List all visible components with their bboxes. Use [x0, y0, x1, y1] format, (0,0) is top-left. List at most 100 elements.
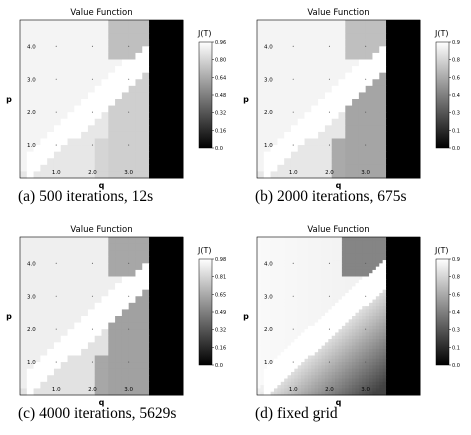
heatmap-cell: [365, 283, 370, 287]
heatmap-cell: [169, 92, 177, 100]
heatmap-cell: [335, 388, 339, 393]
heatmap-cell: [375, 286, 380, 291]
heatmap-cell: [413, 283, 418, 287]
heatmap-cell: [121, 52, 130, 60]
heatmap-cell: [406, 243, 411, 248]
y-tick-label: 3.0: [27, 77, 36, 83]
heatmap-cell: [409, 269, 414, 274]
heatmap-cell: [135, 355, 143, 363]
heatmap-cell: [304, 79, 312, 87]
heatmap-cell: [348, 269, 353, 274]
heatmap-cell: [328, 319, 333, 324]
heatmap-cell: [87, 342, 96, 350]
heatmap-cell: [273, 325, 278, 330]
heatmap-cell: [280, 289, 285, 294]
heatmap-cell: [176, 283, 184, 291]
heatmap-cell: [294, 391, 299, 396]
heatmap-cell: [280, 266, 285, 271]
plot-frame: [256, 19, 421, 179]
heatmap-cell: [284, 145, 292, 153]
heatmap-cell: [273, 332, 278, 337]
heatmap-cell: [294, 358, 299, 363]
heatmap-cell: [277, 299, 282, 304]
heatmap-cell: [416, 322, 421, 327]
y-axis-label: p: [243, 312, 249, 321]
heatmap-cell: [358, 306, 363, 310]
heatmap-cell: [149, 151, 157, 159]
heatmap-cell: [379, 309, 384, 314]
heatmap-cell: [270, 309, 275, 314]
heatmap-cell: [396, 243, 401, 248]
heatmap-cell: [297, 362, 302, 366]
heatmap-cell: [379, 286, 384, 291]
heatmap-cell: [294, 286, 299, 291]
heatmap-cell: [301, 355, 306, 360]
heatmap-cell: [372, 263, 377, 268]
heatmap-cell: [149, 309, 157, 317]
heatmap-cell: [67, 329, 75, 337]
heatmap-cell: [257, 253, 261, 258]
heatmap-cell: [301, 289, 306, 294]
heatmap-cell: [304, 46, 312, 54]
heatmap-cell: [318, 371, 323, 376]
heatmap-cell: [352, 112, 360, 120]
heatmap-cell: [386, 391, 390, 396]
heatmap-cell: [338, 250, 343, 254]
heatmap-cell: [33, 263, 41, 271]
heatmap-cell: [311, 345, 316, 350]
heatmap-cell: [149, 112, 157, 120]
heatmap-cell: [47, 46, 55, 54]
heatmap-cell: [301, 292, 306, 297]
heatmap-cell: [169, 348, 177, 356]
heatmap-cell: [304, 365, 309, 370]
heatmap-cell: [290, 260, 295, 264]
heatmap-cell: [379, 319, 384, 324]
heatmap-cell: [47, 112, 55, 120]
heatmap-cell: [270, 286, 275, 291]
heatmap-cell: [67, 171, 75, 179]
heatmap-cell: [94, 322, 102, 330]
heatmap-cell: [399, 322, 404, 327]
heatmap-cell: [74, 375, 82, 383]
heatmap-cell: [386, 237, 390, 241]
heatmap-cell: [345, 391, 350, 396]
heatmap-cell: [94, 250, 102, 258]
heatmap-cell: [284, 335, 289, 340]
heatmap-cell: [53, 164, 62, 172]
heatmap-cell: [396, 332, 401, 337]
heatmap-cell: [280, 319, 285, 324]
heatmap-cell: [162, 46, 170, 54]
colorbar-label: J(T): [197, 246, 212, 255]
heatmap-cell: [267, 339, 272, 343]
heatmap-cell: [40, 289, 48, 297]
heatmap-cell: [307, 306, 312, 310]
heatmap-cell: [318, 391, 323, 396]
heatmap-cell: [47, 375, 55, 383]
heatmap-cell: [413, 312, 418, 317]
heatmap-cell: [162, 375, 170, 383]
heatmap-cell: [358, 158, 367, 166]
heatmap-cell: [257, 371, 261, 376]
heatmap-cell: [396, 365, 401, 370]
heatmap-cell: [101, 296, 109, 304]
x-tick-label: 3.0: [361, 387, 370, 393]
heatmap-cell: [155, 26, 164, 34]
x-tick-label: 3.0: [124, 387, 133, 393]
heatmap-cell: [375, 385, 380, 389]
heatmap-cell: [115, 250, 123, 258]
heatmap-cell: [355, 286, 360, 291]
heatmap-cell: [386, 79, 394, 87]
heatmap-cell: [60, 52, 69, 60]
heatmap-cell: [365, 348, 370, 353]
heatmap-cell: [355, 319, 360, 324]
heatmap-cell: [74, 362, 82, 370]
heatmap-cell: [304, 289, 309, 294]
heatmap-cell: [324, 289, 329, 294]
heatmap-cell: [331, 283, 336, 287]
heatmap-cell: [358, 105, 367, 113]
heatmap-cell: [406, 299, 411, 304]
y-tick-label: 2.0: [27, 327, 36, 333]
heatmap-cell: [67, 125, 75, 133]
heatmap-cell: [369, 365, 373, 370]
heatmap-cell: [331, 138, 339, 146]
